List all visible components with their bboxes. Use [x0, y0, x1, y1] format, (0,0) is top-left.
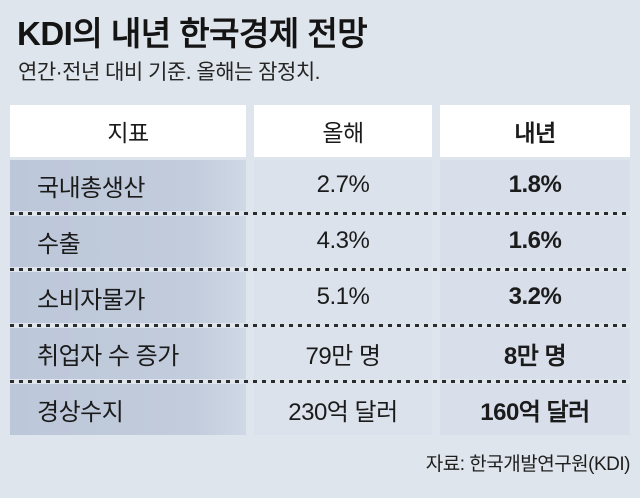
column-header-indicator: 지표: [10, 104, 246, 157]
row-exports-next-year: 1.6%: [440, 215, 630, 267]
page-subtitle: 연간·전년 대비 기준. 올해는 잠정치.: [18, 60, 320, 84]
row-employment-next-year: 8만 명: [440, 327, 630, 379]
row-current-account-this-year: 230억 달러: [254, 383, 432, 435]
row-exports-label: 수출: [10, 215, 246, 267]
source-credit: 자료: 한국개발연구원(KDI): [425, 453, 631, 475]
row-consumer-prices-next-year: 3.2%: [440, 271, 630, 323]
row-current-account-next-year: 160억 달러: [440, 383, 630, 435]
row-exports-this-year: 4.3%: [254, 215, 432, 267]
row-current-account-label: 경상수지: [10, 383, 246, 435]
row-divider: [10, 322, 630, 328]
row-consumer-prices-this-year: 5.1%: [254, 271, 432, 323]
row-gdp-label: 국내총생산: [10, 159, 246, 211]
row-divider: [10, 210, 630, 216]
page-title: KDI의 내년 한국경제 전망: [17, 15, 368, 52]
column-header-this-year: 올해: [254, 104, 432, 157]
column-header-next-year: 내년: [440, 104, 630, 157]
row-consumer-prices-label: 소비자물가: [10, 271, 246, 323]
row-divider: [10, 266, 630, 272]
forecast-table: 지표 올해 내년 국내총생산 2.7% 1.8% 수출 4.3% 1.6% 소비…: [10, 104, 630, 435]
row-gdp-next-year: 1.8%: [440, 159, 630, 211]
row-employment-this-year: 79만 명: [254, 327, 432, 379]
row-gdp-this-year: 2.7%: [254, 159, 432, 211]
row-employment-label: 취업자 수 증가: [10, 327, 246, 379]
row-divider: [10, 378, 630, 384]
